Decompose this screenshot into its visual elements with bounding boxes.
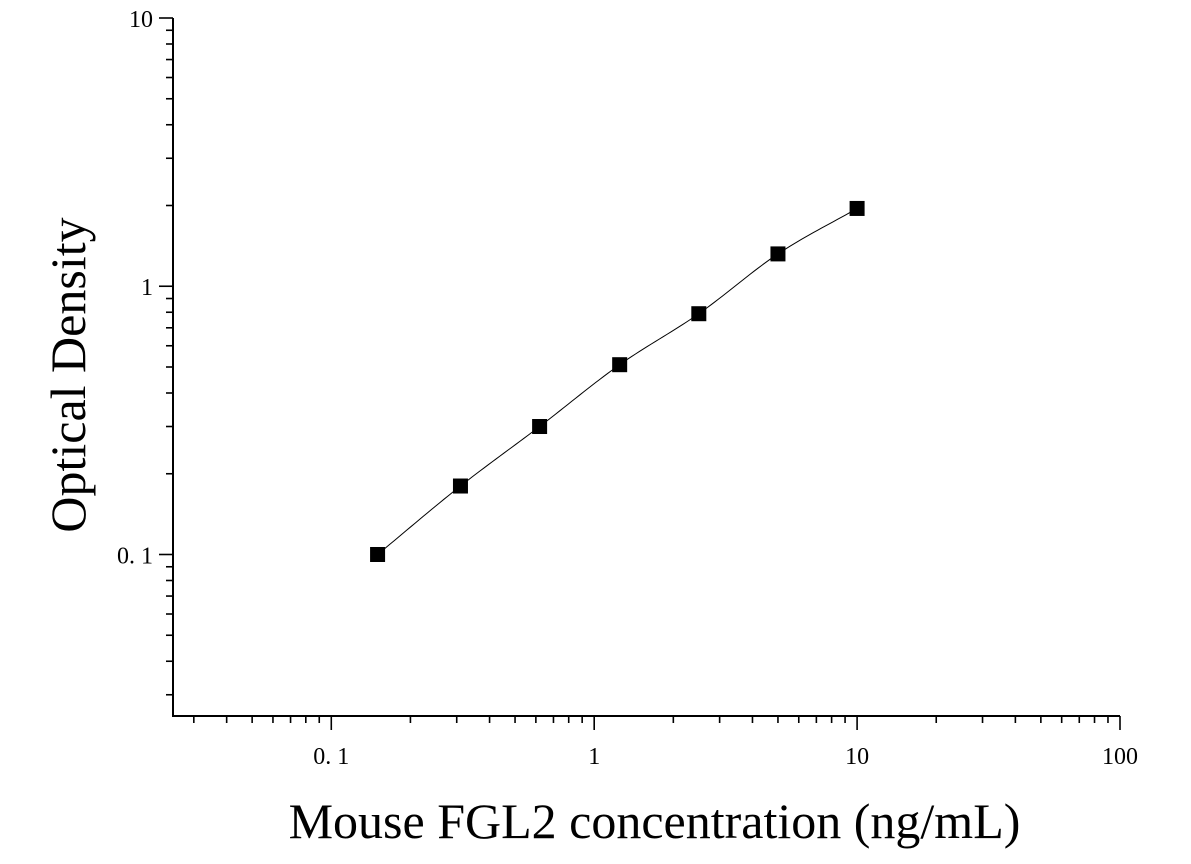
y-axis-title: Optical Density (40, 217, 96, 532)
data-point (849, 200, 865, 216)
y-tick-label: 10 (129, 7, 153, 33)
x-tick-label: 100 (1102, 744, 1138, 770)
data-point (370, 546, 386, 562)
tick-labels: 0. 1 1 10 100 0. 1 1 10 (117, 7, 1138, 770)
y-tick-label: 0. 1 (117, 543, 153, 569)
axes (172, 18, 1120, 717)
x-tick-label: 0. 1 (313, 744, 349, 770)
data-point (452, 478, 468, 494)
x-tick-label: 10 (845, 744, 869, 770)
data-point (691, 306, 707, 322)
data-point (612, 357, 628, 373)
data-point (532, 419, 548, 435)
x-tick-label: 1 (588, 744, 600, 770)
y-tick-label: 1 (141, 275, 153, 301)
data-point (770, 246, 786, 262)
ticks (159, 17, 1121, 730)
data-points (370, 200, 865, 562)
x-axis-title: Mouse FGL2 concentration (ng/mL) (289, 793, 1021, 849)
